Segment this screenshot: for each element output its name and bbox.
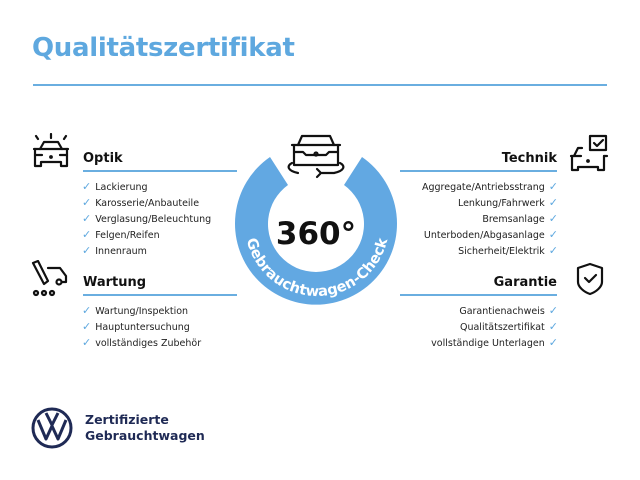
section-divider [83, 294, 237, 296]
check-icon: ✓ [548, 244, 558, 257]
check-icon: ✓ [548, 304, 558, 317]
check-icon: ✓ [82, 228, 92, 241]
check-icon: ✓ [82, 180, 92, 193]
vw-logo [31, 407, 73, 449]
list-item: ✓ vollständiges Zubehör [82, 336, 202, 349]
check-icon: ✓ [548, 228, 558, 241]
list-item: Sicherheit/Elektrik ✓ [458, 244, 558, 257]
rotating-car-icon [287, 134, 345, 179]
check-icon: ✓ [82, 244, 92, 257]
section-divider [83, 170, 237, 172]
list-item: Qualitätszertifikat ✓ [459, 320, 558, 333]
optik-list: ✓ Lackierung ✓ Karosserie/Anbauteile ✓ Verg… [82, 179, 211, 259]
section-title-technik: Technik [501, 151, 557, 166]
list-item: vollständige Unterlagen ✓ [431, 336, 558, 349]
list-item: Bremsanlage ✓ [482, 212, 558, 225]
list-item: Garantienachweis ✓ [459, 304, 558, 317]
logo-text: Zertifizierte Gebrauchtwagen [85, 412, 205, 443]
degrees-label: 360° [276, 216, 356, 252]
check-icon: ✓ [82, 336, 92, 349]
car-checkbox-icon [568, 134, 610, 174]
check-icon: ✓ [548, 196, 558, 209]
check-icon: ✓ [548, 320, 558, 333]
section-divider [400, 170, 557, 172]
section-divider [400, 294, 557, 296]
list-item: ✓ Wartung/Inspektion [82, 304, 189, 317]
list-item: Unterboden/Abgasanlage ✓ [423, 228, 558, 241]
shield-check-icon [576, 262, 604, 296]
section-title-garantie: Garantie [493, 275, 557, 290]
garantie-list: Garantienachweis ✓ Qualitätszertifikat ✓ v… [431, 303, 558, 351]
check-icon: ✓ [548, 212, 558, 225]
list-item: Aggregate/Antriebsstrang ✓ [421, 180, 558, 193]
check-icon: ✓ [548, 336, 558, 349]
check-icon: ✓ [548, 180, 558, 193]
list-item: ✓ Lackierung [82, 180, 148, 193]
section-title-optik: Optik [83, 151, 123, 166]
list-item: ✓ Innenraum [82, 244, 147, 257]
technik-list: Aggregate/Antriebsstrang ✓ Lenkung/Fahrwe… [422, 179, 558, 259]
check-icon: ✓ [82, 196, 92, 209]
check-icon: ✓ [82, 320, 92, 333]
service-van-icon [30, 260, 72, 298]
car-lights-icon [30, 133, 72, 175]
page-title: Qualitätszertifikat [32, 33, 295, 63]
list-item: Lenkung/Fahrwerk ✓ [457, 196, 558, 209]
check-ring [235, 157, 397, 305]
list-item: ✓ Hauptuntersuchung [82, 320, 190, 333]
check-icon: ✓ [82, 304, 92, 317]
section-title-wartung: Wartung [83, 275, 147, 290]
list-item: ✓ Karosserie/Anbauteile [82, 196, 200, 209]
360-check-badge: Gebrauchtwagen-Check 360° [235, 134, 397, 305]
wartung-list: ✓ Wartung/Inspektion ✓ Hauptuntersuchung ✓… [82, 303, 201, 351]
list-item: ✓ Verglasung/Beleuchtung [82, 212, 212, 225]
check-icon: ✓ [82, 212, 92, 225]
title-divider [33, 84, 607, 86]
list-item: ✓ Felgen/Reifen [82, 228, 160, 241]
